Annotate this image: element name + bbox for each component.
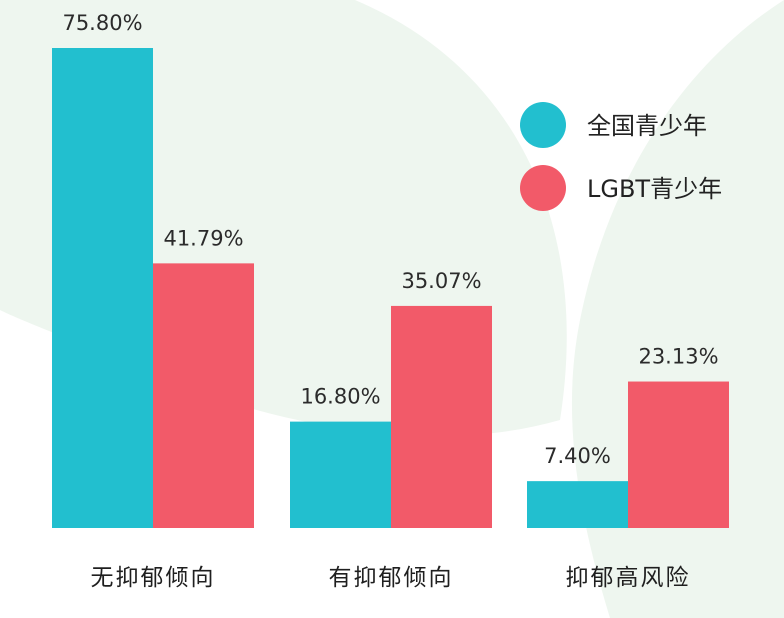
value-label-national-2: 16.80% — [300, 385, 380, 409]
bar-lgbt-1 — [153, 263, 254, 528]
value-label-lgbt-3: 23.13% — [638, 345, 718, 369]
bar-national-1 — [52, 48, 153, 528]
value-label-lgbt-2: 35.07% — [401, 269, 481, 293]
category-label-2: 有抑郁倾向 — [329, 565, 454, 591]
value-label-national-1: 75.80% — [62, 11, 142, 35]
legend: 全国青少年 LGBT青少年 — [520, 102, 722, 211]
legend-lgbt-swatch — [520, 165, 566, 211]
background-shape-right — [571, 0, 784, 618]
category-label-3: 抑郁高风险 — [566, 565, 691, 591]
bars — [52, 48, 729, 528]
legend-national-label: 全国青少年 — [587, 112, 707, 140]
category-labels: 无抑郁倾向 有抑郁倾向 抑郁高风险 — [91, 565, 691, 591]
bar-lgbt-3 — [628, 381, 729, 528]
value-label-national-3: 7.40% — [544, 444, 611, 468]
legend-lgbt-label: LGBT青少年 — [587, 175, 722, 203]
bar-national-3 — [527, 481, 628, 528]
bar-lgbt-2 — [391, 305, 492, 528]
legend-national-swatch — [520, 102, 566, 148]
category-label-1: 无抑郁倾向 — [91, 565, 216, 591]
value-labels: 75.80% 41.79% 16.80% 35.07% 7.40% 23.13% — [62, 11, 718, 468]
value-label-lgbt-1: 41.79% — [163, 226, 243, 250]
bar-national-2 — [290, 421, 391, 528]
